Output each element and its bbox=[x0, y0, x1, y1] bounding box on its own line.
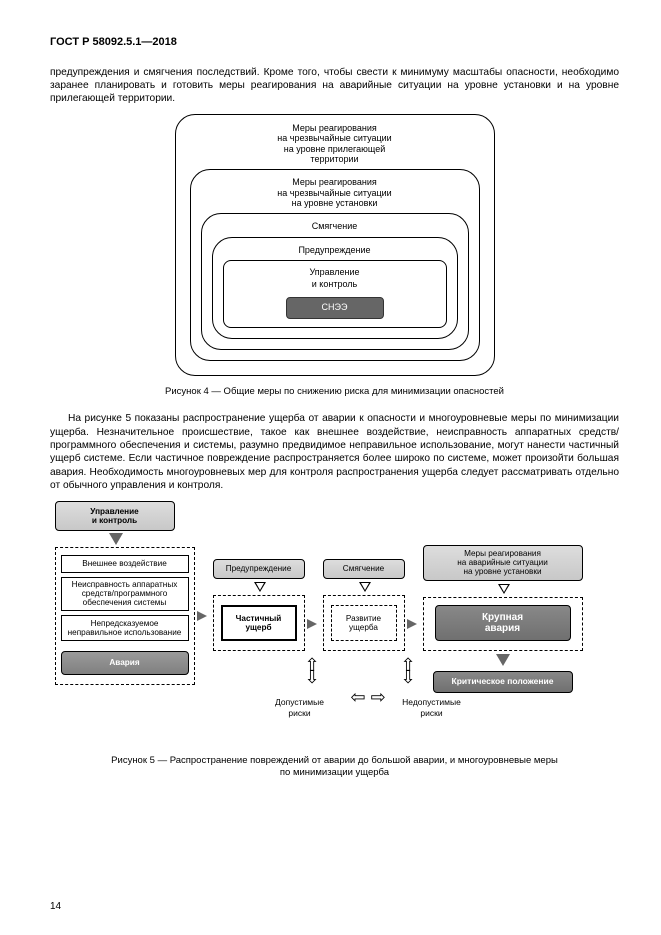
divider-arrow-icon: ⇦ ⇨ bbox=[351, 691, 386, 703]
figure4-caption: Рисунок 4 — Общие меры по снижению риска… bbox=[50, 386, 619, 399]
accept-label: Допустимыериски bbox=[253, 697, 347, 719]
page: ГОСТ Р 58092.5.1—2018 предупреждения и с… bbox=[0, 0, 661, 935]
warning-box: Предупреждение bbox=[213, 559, 305, 579]
arrow-icon bbox=[496, 654, 510, 666]
page-number: 14 bbox=[50, 900, 61, 913]
arrow-icon bbox=[197, 611, 207, 621]
misuse-box: Непредсказуемоенеправильное использовани… bbox=[61, 615, 189, 641]
hw-box: Неисправность аппаратныхсредств/программ… bbox=[61, 577, 189, 611]
ring5-label: Управлениеи контроль bbox=[230, 267, 440, 291]
major-box: Крупнаяавария bbox=[435, 605, 571, 641]
ring3-label: Смягчение bbox=[212, 221, 458, 231]
critical-box: Критическое положение bbox=[433, 671, 573, 693]
arrow-icon bbox=[307, 619, 317, 629]
ring5-block: Управлениеи контроль СНЭЭ bbox=[223, 260, 447, 328]
arrow-icon bbox=[254, 582, 266, 592]
mitigation-box: Смягчение bbox=[323, 559, 405, 579]
arrow-icon bbox=[407, 619, 417, 629]
ring1-label: Меры реагированияна чрезвычайные ситуаци… bbox=[190, 123, 480, 164]
intro-paragraph: предупреждения и смягчения последствий. … bbox=[50, 66, 619, 106]
ring2-label: Меры реагированияна чрезвычайные ситуаци… bbox=[201, 177, 469, 208]
emerg-box: Меры реагированияна аварийные ситуациина… bbox=[423, 545, 583, 581]
figure5-caption: Рисунок 5 — Распространение повреждений … bbox=[50, 755, 619, 780]
ext-box: Внешнее воздействие bbox=[61, 555, 189, 573]
divider-arrow-icon: ⇧⇩ bbox=[401, 659, 416, 683]
core-badge: СНЭЭ bbox=[286, 297, 384, 319]
divider-arrow-icon: ⇧⇩ bbox=[305, 659, 320, 683]
unaccept-label: Недопустимыериски bbox=[385, 697, 479, 719]
arrow-icon bbox=[109, 533, 123, 545]
figure5: Управлениеи контроль Внешнее воздействие… bbox=[55, 501, 615, 749]
mgmt-box: Управлениеи контроль bbox=[55, 501, 175, 531]
dev-box: Развитиеущерба bbox=[331, 605, 397, 641]
figure4: Меры реагированияна чрезвычайные ситуаци… bbox=[175, 114, 495, 376]
arrow-icon bbox=[498, 584, 510, 594]
partial-box: Частичныйущерб bbox=[221, 605, 297, 641]
middle-paragraph: На рисунке 5 показаны распространение ущ… bbox=[50, 412, 619, 493]
accident-box: Авария bbox=[61, 651, 189, 675]
arrow-icon bbox=[359, 582, 371, 592]
ring4-label: Предупреждение bbox=[223, 245, 447, 255]
doc-header: ГОСТ Р 58092.5.1—2018 bbox=[50, 35, 619, 50]
